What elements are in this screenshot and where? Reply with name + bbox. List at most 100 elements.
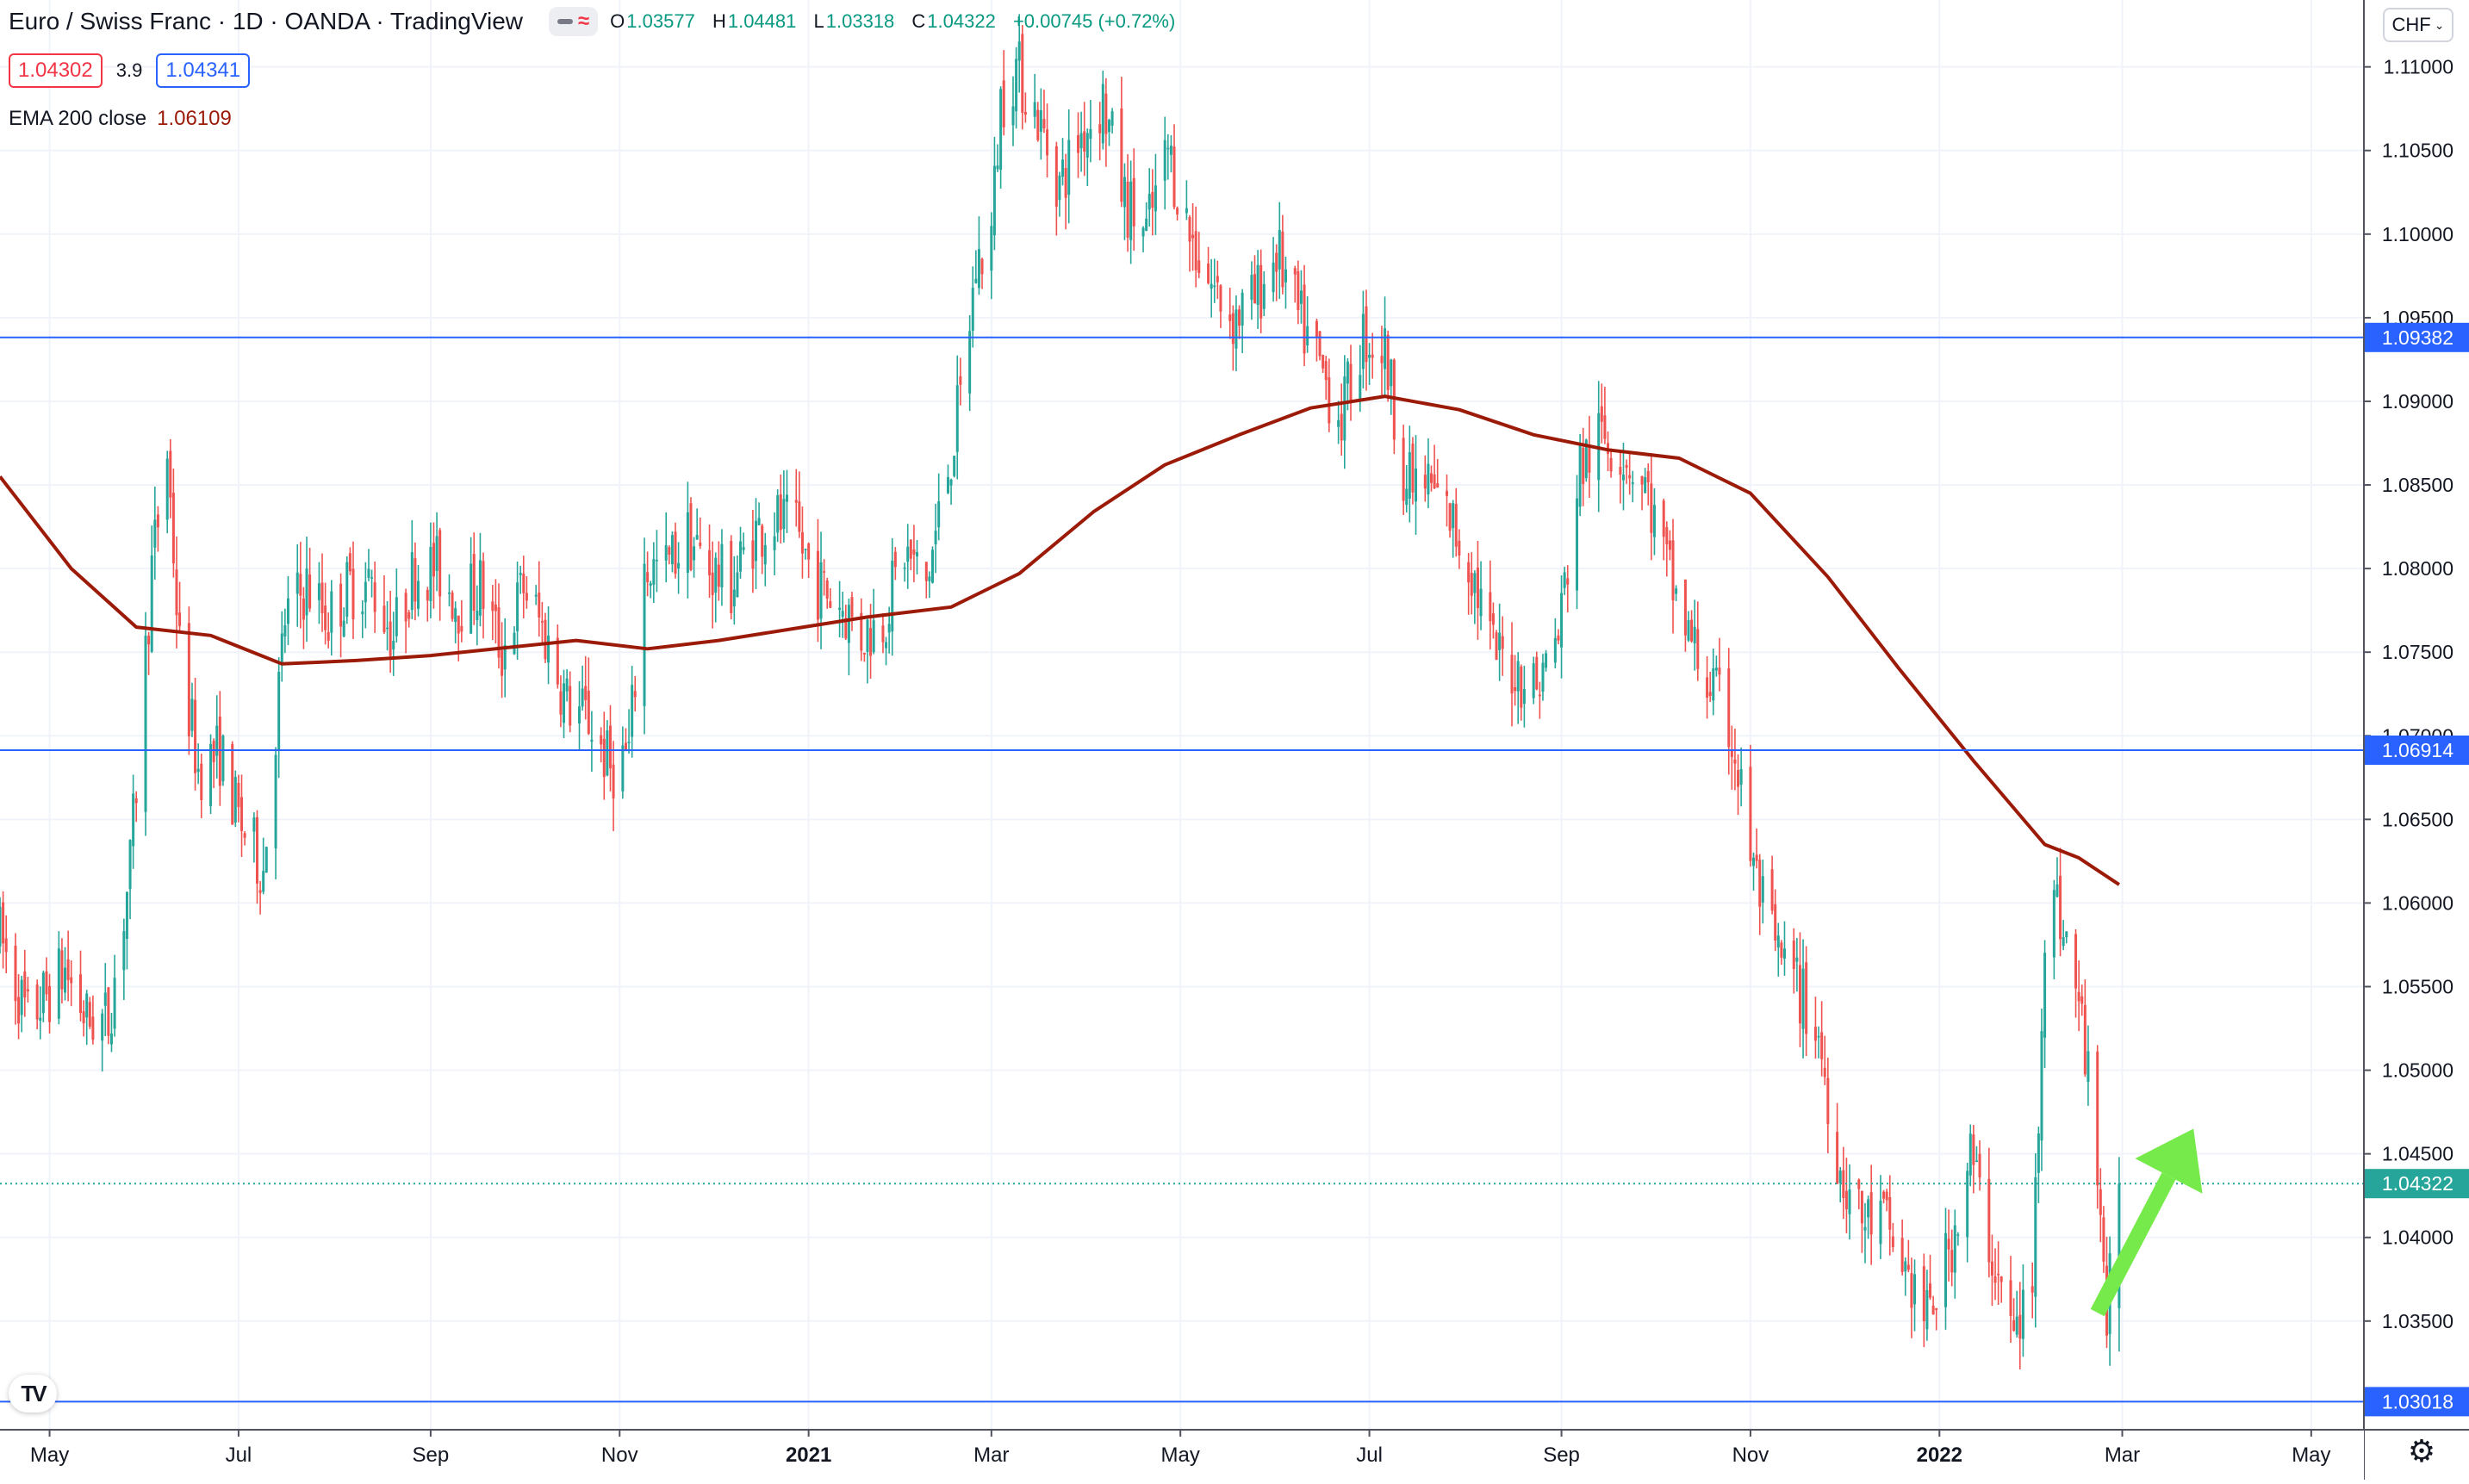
chart-mode-icon[interactable]: ≈: [549, 7, 599, 36]
candle-body: [1324, 361, 1328, 381]
candle-body: [45, 971, 48, 995]
open-value: 1.03577: [626, 10, 695, 32]
candle-body: [171, 493, 175, 564]
candle-body: [785, 494, 788, 502]
candle-down: [1207, 246, 1210, 285]
candle-down: [959, 357, 962, 406]
candle-body: [23, 971, 27, 998]
candle-up: [974, 250, 978, 284]
candle-body: [2, 902, 5, 944]
candle-body: [1792, 941, 1795, 969]
candle-body: [237, 782, 240, 808]
candle-down: [82, 1000, 85, 1037]
candle-body: [178, 612, 182, 626]
candle-up: [773, 512, 776, 575]
candle-down: [26, 977, 29, 1003]
candle-down: [2031, 1262, 2034, 1319]
candle-body: [1860, 1190, 1863, 1224]
candle-up: [732, 556, 736, 625]
candle-up: [345, 556, 349, 624]
candle-body: [1197, 260, 1201, 274]
candle-down: [2059, 848, 2062, 957]
candle-body: [1730, 748, 1733, 757]
y-tick-label: 1.08000: [2382, 557, 2453, 580]
candle-body: [472, 554, 476, 612]
candle-up: [1687, 611, 1690, 643]
candle-body: [1281, 231, 1284, 288]
candle-down: [1770, 855, 1774, 915]
candle-down: [1774, 889, 1777, 952]
candle-down: [2018, 1282, 2022, 1369]
candle-body: [1473, 573, 1477, 593]
sell-button[interactable]: 1.04302: [9, 53, 103, 88]
candle-up: [1913, 1259, 1917, 1332]
candle-body: [1021, 34, 1024, 113]
candle-down: [2012, 1298, 2016, 1332]
y-tick-label: 1.04500: [2382, 1143, 2453, 1165]
candle-up: [85, 990, 89, 1046]
gear-icon[interactable]: ⚙: [2407, 1433, 2436, 1468]
candle-up: [841, 591, 844, 638]
candle-body: [1780, 942, 1783, 958]
buy-button[interactable]: 1.04341: [156, 53, 251, 88]
candle-down: [1733, 728, 1737, 791]
candle-down: [540, 601, 544, 643]
candle-body: [862, 652, 866, 655]
candle-body: [66, 959, 70, 980]
candle-down: [1340, 383, 1343, 456]
candle-down: [1929, 1254, 1932, 1301]
candle-down: [178, 581, 182, 633]
candle-body: [1402, 438, 1405, 501]
candle-body: [1882, 1191, 1886, 1199]
candle-body: [1467, 562, 1471, 583]
candle-up: [190, 682, 194, 737]
candle-down: [1275, 244, 1278, 301]
candle-body: [1538, 694, 1541, 697]
candle-body: [1956, 1234, 1960, 1236]
candle-up: [0, 897, 2, 954]
candle-body: [200, 763, 203, 800]
candle-down: [460, 600, 463, 643]
candle-body: [823, 571, 826, 573]
y-tick-label: 1.04000: [2382, 1226, 2453, 1249]
candle-up: [1250, 261, 1253, 320]
candle-body: [1315, 320, 1318, 338]
candle-up: [1693, 599, 1696, 671]
candle-body: [1123, 177, 1126, 208]
candle-body: [1110, 111, 1114, 126]
candle-body: [677, 562, 681, 569]
candle-up: [2021, 1264, 2024, 1357]
candle-body: [1147, 194, 1151, 210]
candle-up: [652, 542, 656, 603]
candle-body: [1445, 490, 1448, 496]
candle-body: [1107, 120, 1110, 133]
candle-body: [1696, 629, 1700, 669]
candle-body: [693, 546, 696, 561]
candle-down: [1557, 629, 1560, 645]
candle-up: [930, 546, 934, 584]
candle-up: [233, 770, 237, 828]
candle-body: [79, 974, 83, 1014]
candle-down: [258, 880, 262, 915]
candle-body: [1842, 1170, 1845, 1198]
candle-body: [841, 611, 844, 618]
legend-header: Euro / Swiss Franc · 1D · OANDA · Tradin…: [9, 7, 1187, 36]
candle-body: [212, 741, 215, 763]
candle-down: [107, 986, 110, 1045]
currency-dropdown[interactable]: CHF ⌄: [2383, 8, 2453, 42]
candle-down: [501, 622, 504, 699]
trade-prices: 1.04302 3.9 1.04341: [9, 53, 251, 88]
candle-up: [283, 608, 287, 654]
close-value: 1.04322: [927, 10, 996, 32]
candle-body: [732, 589, 736, 607]
candle-up: [1966, 1163, 1969, 1263]
candle-up: [342, 607, 345, 637]
tradingview-logo-icon[interactable]: TV: [9, 1375, 57, 1413]
indicator-legend[interactable]: EMA 200 close 1.06109: [9, 107, 232, 131]
candle-down: [522, 556, 526, 618]
candle-body: [1011, 106, 1015, 126]
candle-down: [1619, 450, 1622, 504]
symbol-title[interactable]: Euro / Swiss Franc · 1D · OANDA · Tradin…: [9, 8, 523, 34]
